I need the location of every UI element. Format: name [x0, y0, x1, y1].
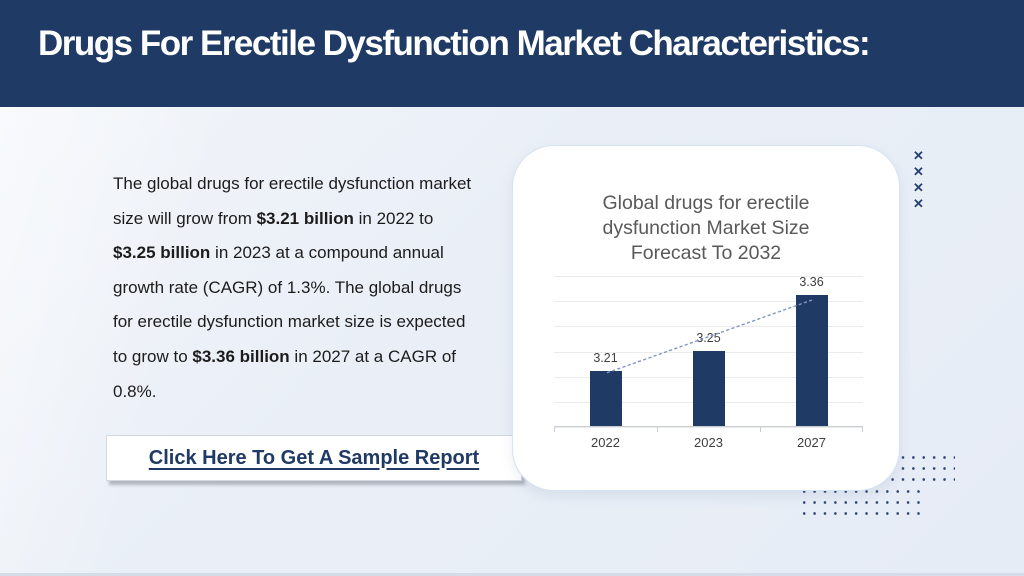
intro-segment: in 2023 at a compound annual growth rate… — [113, 243, 466, 366]
sample-report-link-label: Click Here To Get A Sample Report — [148, 446, 480, 469]
x-mark-icon: ✕ — [913, 164, 924, 179]
bar-value-label: 3.25 — [696, 330, 721, 345]
chart-title-line: Forecast To 2032 — [630, 242, 782, 264]
bottom-edge-strip — [0, 573, 1024, 576]
x-axis-label: 2022 — [591, 435, 620, 450]
page-title: Drugs For Erectile Dysfunction Market Ch… — [38, 24, 871, 63]
chart-title: Global drugs for erectile dysfunction Ma… — [513, 191, 899, 266]
sample-report-link[interactable]: Click Here To Get A Sample Report — [106, 435, 522, 481]
axis-tick — [657, 427, 658, 432]
chart-title-line: Global drugs for erectile — [602, 192, 810, 214]
gridline — [554, 427, 863, 428]
bar-2027 — [795, 295, 828, 426]
chart-title-line: dysfunction Market Size — [602, 217, 810, 239]
chart-card: Global drugs for erectile dysfunction Ma… — [512, 145, 900, 491]
axis-tick — [554, 427, 555, 432]
x-axis-label: 2027 — [797, 435, 826, 450]
bar-chart: 3.21 2022 3.25 2023 3.36 2027 — [554, 275, 863, 450]
bar-2022 — [589, 370, 622, 426]
axis-tick — [862, 427, 863, 432]
trendline — [606, 298, 816, 374]
intro-segment: in 2022 to — [353, 208, 434, 228]
x-mark-icon: ✕ — [913, 148, 924, 163]
bar-value-label: 3.36 — [799, 275, 824, 290]
x-axis-label: 2023 — [694, 435, 723, 450]
intro-segment-bold: $3.25 billion — [113, 243, 211, 263]
axis-tick — [760, 427, 761, 432]
x-marks-decoration: ✕ ✕ ✕ ✕ — [913, 148, 924, 211]
intro-paragraph: The global drugs for erectile dysfunctio… — [113, 167, 473, 409]
intro-segment-bold: $3.21 billion — [256, 208, 354, 228]
intro-segment: The global drugs for erectile dysfunctio… — [113, 174, 472, 228]
gridline — [554, 326, 863, 328]
x-mark-icon: ✕ — [913, 196, 924, 211]
intro-segment-bold: $3.36 billion — [192, 346, 290, 366]
bar-2023 — [692, 350, 725, 426]
gridline — [554, 301, 863, 303]
intro-segment: in 2027 at a CAGR of 0.8%. — [113, 346, 457, 401]
bar-value-label: 3.21 — [593, 350, 618, 365]
x-mark-icon: ✕ — [913, 180, 924, 195]
gridline — [554, 276, 863, 277]
header-banner: Drugs For Erectile Dysfunction Market Ch… — [0, 0, 1024, 107]
dot-grid-decoration — [799, 486, 922, 519]
